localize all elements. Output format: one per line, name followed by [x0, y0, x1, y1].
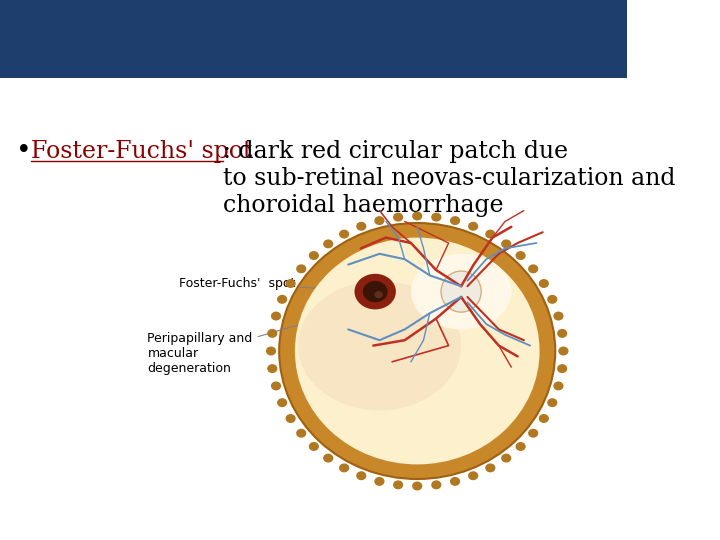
Circle shape [486, 230, 495, 238]
Circle shape [558, 365, 567, 373]
Circle shape [357, 222, 366, 230]
Circle shape [432, 213, 441, 221]
Text: Foster-Fuchs' spot: Foster-Fuchs' spot [32, 140, 253, 164]
Ellipse shape [441, 271, 481, 312]
Circle shape [324, 454, 333, 462]
Ellipse shape [279, 223, 555, 479]
Circle shape [278, 399, 287, 407]
Circle shape [287, 280, 295, 287]
Circle shape [324, 240, 333, 248]
Circle shape [486, 464, 495, 472]
Circle shape [357, 472, 366, 480]
Circle shape [297, 429, 306, 437]
Ellipse shape [411, 254, 511, 329]
Circle shape [502, 454, 510, 462]
Circle shape [548, 399, 557, 407]
Circle shape [432, 481, 441, 489]
Circle shape [559, 347, 568, 355]
Circle shape [451, 477, 459, 485]
Circle shape [268, 329, 276, 337]
Circle shape [516, 252, 525, 259]
Circle shape [310, 252, 318, 259]
Circle shape [528, 265, 538, 273]
Text: •: • [16, 138, 31, 163]
Circle shape [375, 477, 384, 485]
Circle shape [528, 429, 538, 437]
Circle shape [558, 329, 567, 337]
Circle shape [554, 382, 563, 390]
Circle shape [451, 217, 459, 225]
Circle shape [297, 265, 306, 273]
Circle shape [516, 443, 525, 450]
Circle shape [310, 443, 318, 450]
Circle shape [469, 472, 477, 480]
Circle shape [375, 217, 384, 225]
Circle shape [271, 382, 280, 390]
Circle shape [266, 347, 276, 355]
Text: : dark red circular patch due
to sub-retinal neovas-cularization and
choroidal h: : dark red circular patch due to sub-ret… [222, 140, 675, 217]
Circle shape [413, 482, 422, 490]
Circle shape [374, 291, 383, 298]
Circle shape [268, 365, 276, 373]
Circle shape [502, 240, 510, 248]
Circle shape [413, 212, 422, 220]
Circle shape [271, 312, 280, 320]
Text: Peripapillary and
macular
degeneration: Peripapillary and macular degeneration [148, 281, 446, 375]
Circle shape [539, 415, 548, 422]
Circle shape [469, 222, 477, 230]
Circle shape [394, 213, 402, 221]
Circle shape [354, 274, 396, 309]
Circle shape [363, 281, 387, 302]
Circle shape [278, 295, 287, 303]
Circle shape [548, 295, 557, 303]
Circle shape [394, 481, 402, 489]
Text: Foster-Fuchs'  spot: Foster-Fuchs' spot [179, 277, 372, 292]
Ellipse shape [295, 238, 539, 464]
Circle shape [340, 464, 348, 472]
Ellipse shape [298, 281, 461, 410]
Bar [0, 0, 627, 78]
Circle shape [340, 230, 348, 238]
Circle shape [539, 280, 548, 287]
Circle shape [287, 415, 295, 422]
Circle shape [554, 312, 563, 320]
